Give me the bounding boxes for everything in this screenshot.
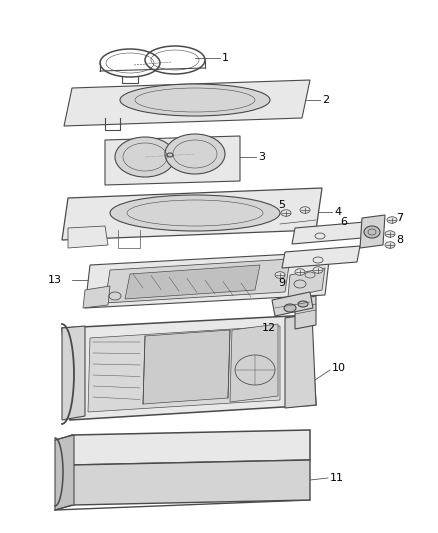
Polygon shape (85, 252, 330, 308)
Polygon shape (68, 226, 108, 248)
Polygon shape (292, 222, 365, 244)
Text: 13: 13 (48, 275, 62, 285)
Text: 10: 10 (332, 363, 346, 373)
Ellipse shape (313, 266, 323, 273)
Ellipse shape (300, 207, 310, 213)
Ellipse shape (385, 242, 395, 248)
Polygon shape (88, 326, 280, 412)
Ellipse shape (275, 272, 285, 278)
Polygon shape (230, 324, 278, 402)
Polygon shape (62, 315, 316, 420)
Ellipse shape (120, 84, 270, 116)
Polygon shape (125, 265, 260, 299)
Ellipse shape (295, 269, 305, 275)
Polygon shape (62, 188, 322, 240)
Ellipse shape (281, 210, 291, 216)
Polygon shape (272, 292, 313, 316)
Text: 3: 3 (258, 152, 265, 162)
Text: 1: 1 (222, 53, 229, 63)
Text: 4: 4 (334, 207, 341, 217)
Polygon shape (72, 430, 310, 465)
Ellipse shape (298, 301, 308, 307)
Polygon shape (282, 246, 360, 268)
Text: 8: 8 (396, 235, 403, 245)
Text: 9: 9 (278, 278, 285, 288)
Text: 7: 7 (396, 213, 403, 223)
Text: 12: 12 (262, 323, 276, 333)
Text: 5: 5 (278, 200, 285, 210)
Ellipse shape (115, 137, 175, 177)
Ellipse shape (387, 217, 397, 223)
Ellipse shape (284, 304, 296, 312)
Polygon shape (105, 136, 240, 185)
Text: 6: 6 (340, 217, 347, 227)
Polygon shape (62, 326, 85, 420)
Ellipse shape (364, 226, 380, 238)
Text: 11: 11 (330, 473, 344, 483)
Polygon shape (288, 268, 325, 297)
Polygon shape (64, 80, 310, 126)
Polygon shape (295, 296, 316, 329)
Polygon shape (143, 330, 230, 404)
Polygon shape (83, 286, 110, 308)
Polygon shape (105, 259, 290, 303)
Polygon shape (55, 435, 74, 510)
Polygon shape (285, 314, 316, 408)
Ellipse shape (165, 134, 225, 174)
Ellipse shape (110, 195, 280, 231)
Text: 2: 2 (322, 95, 329, 105)
Polygon shape (72, 460, 310, 505)
Polygon shape (360, 215, 385, 248)
Ellipse shape (385, 231, 395, 237)
